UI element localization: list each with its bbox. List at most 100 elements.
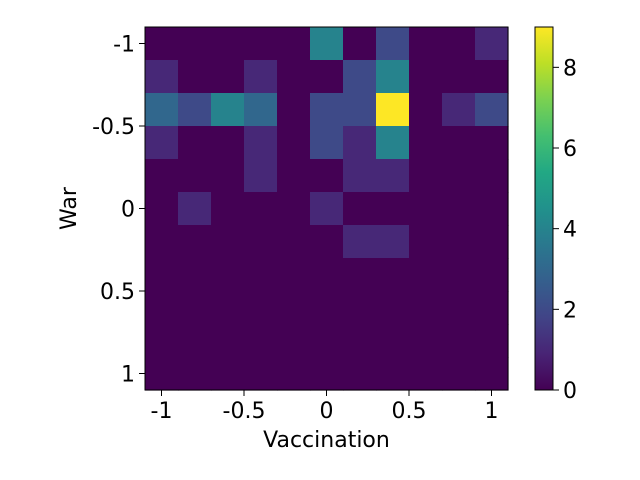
heatmap-cell: [442, 225, 476, 259]
heatmap-cell: [442, 291, 476, 325]
heatmap-cell: [145, 357, 179, 391]
heatmap-cell: [244, 60, 278, 94]
heatmap-cell: [145, 291, 179, 325]
heatmap-cell: [145, 27, 179, 61]
heatmap-cell: [211, 27, 245, 61]
heatmap-cell: [376, 93, 410, 127]
heatmap-cell: [244, 192, 278, 226]
heatmap-cell: [376, 357, 410, 391]
heatmap-cell: [244, 126, 278, 160]
heatmap-cell: [277, 225, 311, 259]
heatmap-cell: [277, 357, 311, 391]
heatmap-cell: [343, 291, 377, 325]
heatmap-cell: [178, 357, 212, 391]
heatmap-cell: [211, 324, 245, 358]
y-axis-label: War: [57, 186, 82, 230]
x-tick-label: 0: [320, 399, 334, 424]
heatmap-cell: [277, 192, 311, 226]
heatmap-cell: [442, 93, 476, 127]
x-tick-label: 1: [485, 399, 499, 424]
heatmap-cell: [409, 291, 443, 325]
heatmap-cell: [310, 225, 344, 259]
heatmap-cell: [310, 324, 344, 358]
heatmap-cell: [409, 258, 443, 292]
heatmap-cell: [343, 357, 377, 391]
y-tick-label: -0.5: [92, 115, 135, 140]
x-tick-label: -1: [151, 399, 173, 424]
heatmap-cell: [343, 192, 377, 226]
heatmap-cell: [475, 60, 509, 94]
heatmap-cell: [178, 324, 212, 358]
heatmap-cell: [376, 27, 410, 61]
heatmap-cell: [178, 27, 212, 61]
heatmap-cell: [211, 291, 245, 325]
y-axis-ticks: -1 -0.5 0 0.5 1: [92, 33, 145, 388]
heatmap-cell: [145, 93, 179, 127]
heatmap-cell: [409, 225, 443, 259]
heatmap-cell: [409, 192, 443, 226]
heatmap-cell: [145, 60, 179, 94]
heatmap-cell: [475, 126, 509, 160]
heatmap-cell: [475, 225, 509, 259]
heatmap-cell: [277, 258, 311, 292]
heatmap-cell: [376, 60, 410, 94]
heatmap-cell: [343, 159, 377, 193]
heatmap-cell: [178, 225, 212, 259]
heatmap-cell: [409, 159, 443, 193]
heatmap-cell: [211, 357, 245, 391]
heatmap-cell: [442, 324, 476, 358]
heatmap-cell: [145, 159, 179, 193]
heatmap-cell: [310, 357, 344, 391]
heatmap-cell: [442, 27, 476, 61]
heatmap-cell: [310, 93, 344, 127]
heatmap-cell: [211, 60, 245, 94]
heatmap-cell: [409, 27, 443, 61]
heatmap-cell: [376, 192, 410, 226]
y-tick-label: -1: [113, 33, 135, 58]
heatmap-cell: [442, 258, 476, 292]
colorbar-tick-label: 0: [563, 379, 577, 404]
colorbar: [534, 26, 554, 391]
heatmap-cell: [409, 357, 443, 391]
heatmap-cell: [442, 159, 476, 193]
heatmap-cell: [409, 324, 443, 358]
heatmap-cell: [145, 126, 179, 160]
heatmap-cell: [145, 324, 179, 358]
heatmap-cell: [310, 126, 344, 160]
colorbar-tick-label: 8: [563, 56, 577, 81]
heatmap-cell: [376, 225, 410, 259]
heatmap-cell: [343, 27, 377, 61]
heatmap-cell: [277, 159, 311, 193]
heatmap-cell: [310, 159, 344, 193]
heatmap-cell: [178, 60, 212, 94]
colorbar-tick-label: 4: [563, 218, 577, 243]
heatmap-cell: [343, 93, 377, 127]
heatmap-cell: [244, 324, 278, 358]
heatmap-cell: [211, 192, 245, 226]
heatmap-cell: [475, 324, 509, 358]
heatmap-cell: [310, 192, 344, 226]
heatmap-cell: [277, 27, 311, 61]
heatmap-cell: [277, 291, 311, 325]
heatmap-cell: [343, 126, 377, 160]
heatmap-cell: [475, 192, 509, 226]
heatmap-cell: [442, 192, 476, 226]
heatmap-cell: [310, 291, 344, 325]
heatmap-cell: [409, 60, 443, 94]
heatmap-cells: [145, 27, 509, 391]
heatmap-cell: [376, 258, 410, 292]
heatmap-cell: [145, 258, 179, 292]
heatmap-cell: [343, 225, 377, 259]
heatmap-cell: [244, 291, 278, 325]
x-axis-label: Vaccination: [263, 428, 390, 453]
heatmap-cell: [211, 225, 245, 259]
x-tick-label: -0.5: [223, 399, 266, 424]
heatmap-cell: [211, 126, 245, 160]
heatmap-cell: [277, 60, 311, 94]
heatmap-cell: [475, 258, 509, 292]
heatmap-cell: [244, 258, 278, 292]
heatmap-cell: [145, 225, 179, 259]
colorbar-ticks: 0 2 4 6 8: [553, 56, 577, 404]
heatmap-cell: [244, 27, 278, 61]
